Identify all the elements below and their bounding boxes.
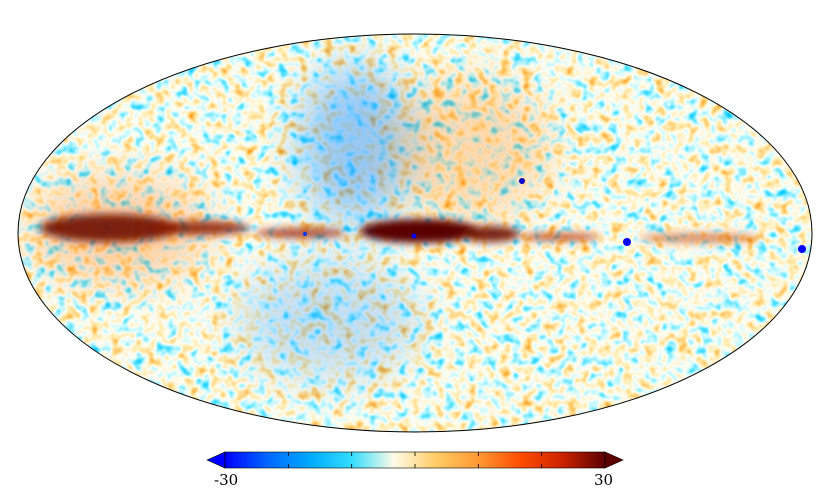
- mollweide-map: [18, 34, 812, 432]
- point-source: [519, 178, 525, 184]
- point-source: [411, 233, 417, 239]
- point-source: [798, 245, 806, 253]
- colorbar-extend-min: [206, 451, 226, 469]
- point-source: [303, 232, 307, 236]
- colorbar-min-label: -30: [214, 471, 239, 489]
- map-outline: [17, 33, 813, 433]
- cold-region-south: [240, 260, 420, 380]
- point-source: [623, 238, 631, 246]
- cold-region-north: [300, 65, 410, 225]
- galactic-plane-emission: [40, 214, 760, 243]
- warm-region-north: [390, 80, 550, 220]
- colorbar: [206, 451, 624, 469]
- colorbar-extend-max: [604, 451, 624, 469]
- colorbar-ticks: [224, 452, 606, 468]
- colorbar-max-label: 30: [594, 471, 614, 489]
